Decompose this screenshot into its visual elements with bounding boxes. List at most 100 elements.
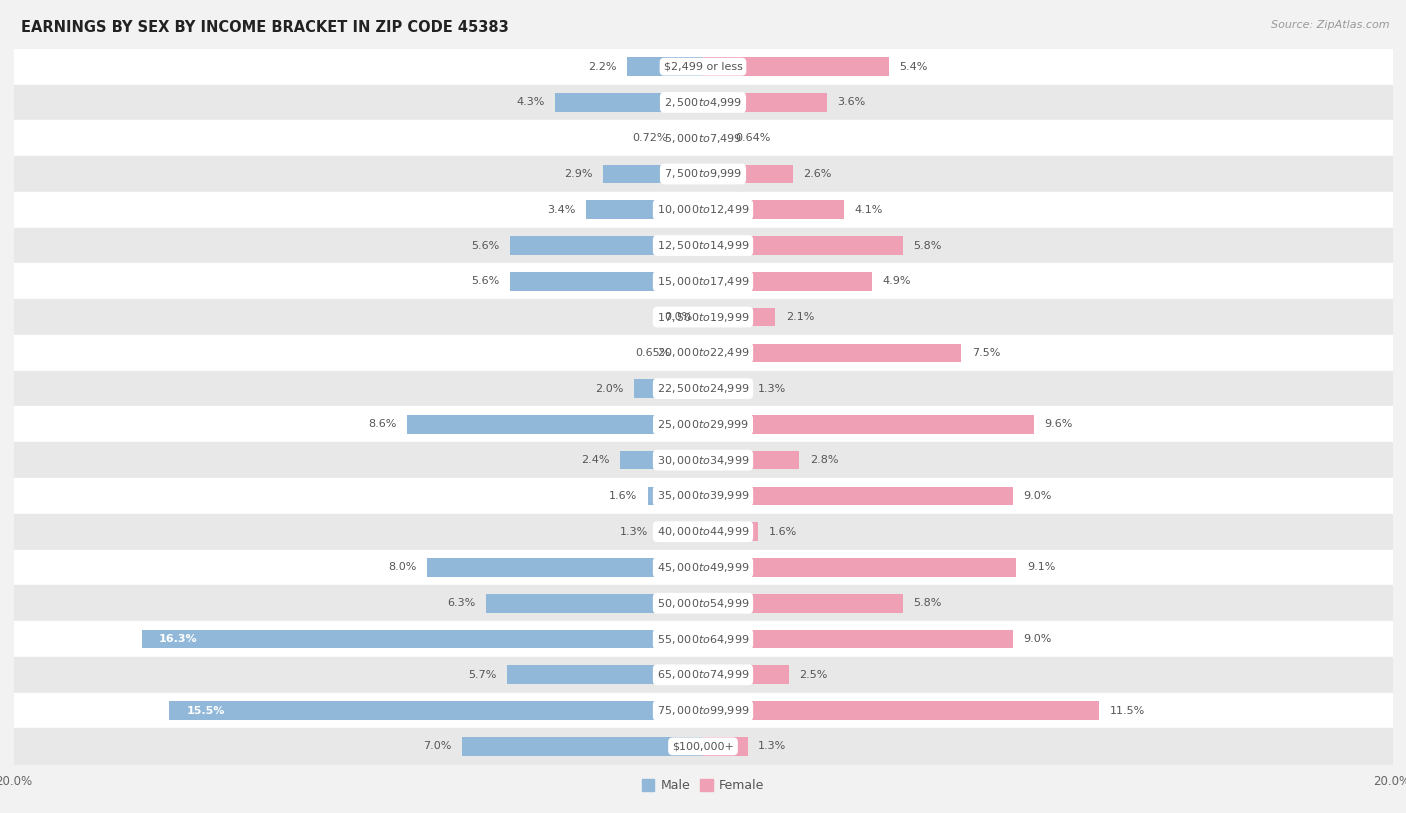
Text: 5.4%: 5.4% xyxy=(900,62,928,72)
Text: 2.2%: 2.2% xyxy=(588,62,617,72)
Text: 5.8%: 5.8% xyxy=(912,598,942,608)
Legend: Male, Female: Male, Female xyxy=(637,774,769,798)
Bar xyxy=(627,58,703,76)
Bar xyxy=(703,129,725,147)
Text: $75,000 to $99,999: $75,000 to $99,999 xyxy=(657,704,749,717)
Text: 0.0%: 0.0% xyxy=(665,312,693,322)
Bar xyxy=(461,737,703,755)
Text: 2.4%: 2.4% xyxy=(582,455,610,465)
Bar xyxy=(406,415,703,433)
Text: $5,000 to $7,499: $5,000 to $7,499 xyxy=(664,132,742,145)
Text: 15.5%: 15.5% xyxy=(186,706,225,715)
Bar xyxy=(703,451,800,469)
Text: EARNINGS BY SEX BY INCOME BRACKET IN ZIP CODE 45383: EARNINGS BY SEX BY INCOME BRACKET IN ZIP… xyxy=(21,20,509,35)
Text: $17,500 to $19,999: $17,500 to $19,999 xyxy=(657,311,749,324)
Bar xyxy=(703,344,962,362)
Bar xyxy=(703,487,1012,505)
Text: 1.6%: 1.6% xyxy=(609,491,637,501)
Text: 3.6%: 3.6% xyxy=(838,98,866,107)
Bar xyxy=(703,559,1017,576)
Bar xyxy=(510,272,703,290)
Text: 9.6%: 9.6% xyxy=(1045,420,1073,429)
Text: 2.8%: 2.8% xyxy=(810,455,838,465)
Text: $2,500 to $4,999: $2,500 to $4,999 xyxy=(664,96,742,109)
Bar xyxy=(703,415,1033,433)
Text: $7,500 to $9,999: $7,500 to $9,999 xyxy=(664,167,742,180)
Text: $20,000 to $22,499: $20,000 to $22,499 xyxy=(657,346,749,359)
Text: 1.3%: 1.3% xyxy=(620,527,648,537)
Bar xyxy=(678,129,703,147)
Bar xyxy=(703,237,903,254)
Text: 16.3%: 16.3% xyxy=(159,634,197,644)
Text: $55,000 to $64,999: $55,000 to $64,999 xyxy=(657,633,749,646)
Bar xyxy=(703,58,889,76)
Text: 7.0%: 7.0% xyxy=(423,741,451,751)
Text: $35,000 to $39,999: $35,000 to $39,999 xyxy=(657,489,749,502)
Text: 9.0%: 9.0% xyxy=(1024,634,1052,644)
Text: $12,500 to $14,999: $12,500 to $14,999 xyxy=(657,239,749,252)
Text: 2.5%: 2.5% xyxy=(800,670,828,680)
Bar xyxy=(634,380,703,398)
Text: 4.1%: 4.1% xyxy=(855,205,883,215)
Bar xyxy=(169,702,703,720)
Text: 5.6%: 5.6% xyxy=(471,276,499,286)
Text: 8.6%: 8.6% xyxy=(368,420,396,429)
Bar xyxy=(703,201,844,219)
Bar xyxy=(703,380,748,398)
Text: $30,000 to $34,999: $30,000 to $34,999 xyxy=(657,454,749,467)
Text: 4.9%: 4.9% xyxy=(882,276,911,286)
Text: 11.5%: 11.5% xyxy=(1109,706,1144,715)
Bar xyxy=(510,237,703,254)
Bar xyxy=(506,666,703,684)
Text: 1.3%: 1.3% xyxy=(758,741,786,751)
Text: 0.64%: 0.64% xyxy=(735,133,770,143)
Bar xyxy=(703,630,1012,648)
Text: 2.1%: 2.1% xyxy=(786,312,814,322)
Text: 5.8%: 5.8% xyxy=(912,241,942,250)
Bar xyxy=(586,201,703,219)
Text: 2.6%: 2.6% xyxy=(803,169,831,179)
Text: 7.5%: 7.5% xyxy=(972,348,1000,358)
Bar xyxy=(658,523,703,541)
Text: 2.0%: 2.0% xyxy=(595,384,624,393)
Bar xyxy=(555,93,703,111)
Text: 0.72%: 0.72% xyxy=(633,133,668,143)
Text: 5.7%: 5.7% xyxy=(468,670,496,680)
Text: $65,000 to $74,999: $65,000 to $74,999 xyxy=(657,668,749,681)
Bar xyxy=(703,308,775,326)
Bar xyxy=(703,737,748,755)
Bar xyxy=(703,93,827,111)
Bar xyxy=(703,594,903,612)
Bar xyxy=(703,272,872,290)
Text: 8.0%: 8.0% xyxy=(388,563,418,572)
Bar xyxy=(142,630,703,648)
Text: 9.1%: 9.1% xyxy=(1026,563,1054,572)
Text: 1.6%: 1.6% xyxy=(769,527,797,537)
Text: $10,000 to $12,499: $10,000 to $12,499 xyxy=(657,203,749,216)
Text: 2.9%: 2.9% xyxy=(564,169,593,179)
Text: $100,000+: $100,000+ xyxy=(672,741,734,751)
Text: Source: ZipAtlas.com: Source: ZipAtlas.com xyxy=(1271,20,1389,30)
Text: $25,000 to $29,999: $25,000 to $29,999 xyxy=(657,418,749,431)
Text: 5.6%: 5.6% xyxy=(471,241,499,250)
Text: $2,499 or less: $2,499 or less xyxy=(664,62,742,72)
Bar xyxy=(603,165,703,183)
Bar xyxy=(620,451,703,469)
Text: 4.3%: 4.3% xyxy=(516,98,544,107)
Text: 0.65%: 0.65% xyxy=(636,348,671,358)
Text: 9.0%: 9.0% xyxy=(1024,491,1052,501)
Bar xyxy=(681,344,703,362)
Text: $50,000 to $54,999: $50,000 to $54,999 xyxy=(657,597,749,610)
Text: 6.3%: 6.3% xyxy=(447,598,475,608)
Text: $45,000 to $49,999: $45,000 to $49,999 xyxy=(657,561,749,574)
Bar xyxy=(648,487,703,505)
Bar xyxy=(703,666,789,684)
Bar xyxy=(486,594,703,612)
Bar xyxy=(427,559,703,576)
Text: $22,500 to $24,999: $22,500 to $24,999 xyxy=(657,382,749,395)
Bar xyxy=(703,702,1099,720)
Text: 1.3%: 1.3% xyxy=(758,384,786,393)
Text: $40,000 to $44,999: $40,000 to $44,999 xyxy=(657,525,749,538)
Text: 3.4%: 3.4% xyxy=(547,205,575,215)
Bar xyxy=(703,523,758,541)
